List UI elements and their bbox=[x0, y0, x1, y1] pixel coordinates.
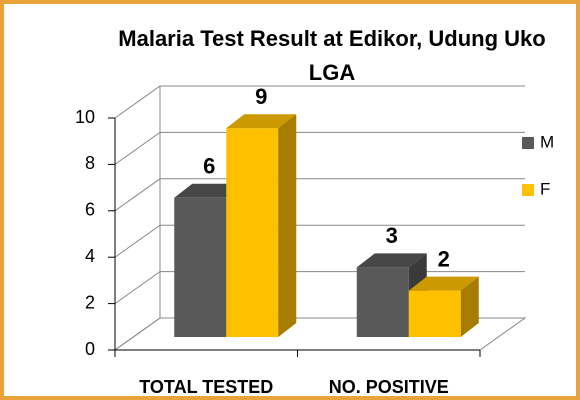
grid-line bbox=[114, 131, 525, 165]
y-tick-label: 8 bbox=[85, 153, 95, 173]
grid-line bbox=[114, 224, 525, 258]
bar-top bbox=[226, 114, 297, 129]
data-label: 2 bbox=[438, 246, 450, 271]
data-label: 3 bbox=[386, 223, 398, 248]
bar-front bbox=[226, 128, 279, 337]
legend-swatch bbox=[522, 184, 534, 196]
bar-top bbox=[408, 276, 479, 291]
y-tick-label: 0 bbox=[85, 339, 95, 359]
data-label: 9 bbox=[255, 84, 267, 109]
legend-label: F bbox=[540, 179, 550, 198]
grid-line bbox=[114, 178, 525, 212]
x-tick-label: TOTAL TESTED bbox=[139, 377, 273, 397]
data-label: 6 bbox=[203, 154, 215, 179]
bar-top bbox=[356, 253, 427, 268]
y-tick-label: 6 bbox=[85, 200, 95, 220]
y-tick-label: 10 bbox=[75, 107, 95, 127]
bar-front bbox=[356, 267, 409, 337]
chart-title: Malaria Test Result at Edikor, Udung Uko bbox=[118, 26, 545, 51]
bar-front bbox=[408, 290, 461, 337]
grid-line bbox=[114, 85, 525, 119]
x-tick-label: NO. POSITIVE bbox=[329, 377, 449, 397]
bar-side bbox=[460, 276, 479, 337]
chart-title: LGA bbox=[309, 60, 356, 85]
bar bbox=[226, 114, 297, 337]
bar bbox=[408, 276, 479, 337]
bar-front bbox=[174, 197, 227, 337]
legend-label: M bbox=[540, 132, 554, 151]
bar-side bbox=[278, 114, 297, 337]
y-tick-label: 4 bbox=[85, 246, 95, 266]
y-tick-label: 2 bbox=[85, 292, 95, 312]
legend-swatch bbox=[522, 137, 534, 149]
